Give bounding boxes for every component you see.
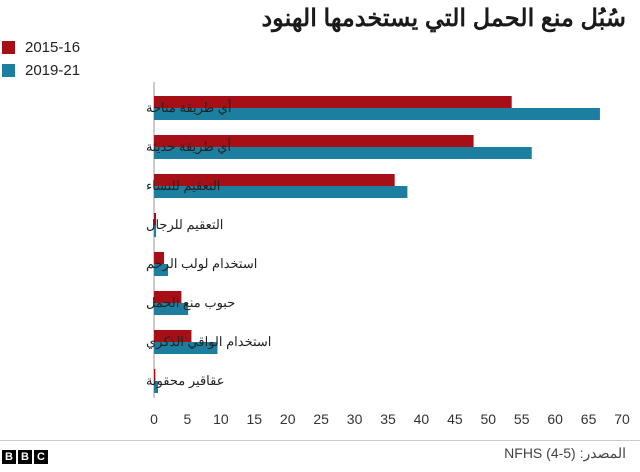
- bbc-logo: B B C: [2, 450, 48, 464]
- bar: [154, 225, 157, 237]
- x-tick-label: 40: [414, 411, 430, 427]
- category-label: عقاقير محقونة: [146, 373, 224, 389]
- bar: [154, 108, 600, 120]
- bar: [154, 381, 159, 393]
- bar: [154, 252, 165, 264]
- category-label: استخدام الواقي الذكري: [146, 334, 271, 350]
- x-tick-label: 25: [313, 411, 329, 427]
- x-tick-label: 70: [614, 411, 630, 427]
- x-tick-label: 60: [547, 411, 563, 427]
- category-label: حبوب منع الحمل: [146, 295, 235, 311]
- category-label: استخدام لولب الرحم: [146, 256, 257, 272]
- legend-label-2019-21: 2019-21: [25, 61, 81, 79]
- x-tick-label: 50: [480, 411, 496, 427]
- bar: [154, 369, 156, 381]
- x-tick-label: 10: [213, 411, 229, 427]
- category-label: أي طريقة متاحة: [146, 99, 232, 116]
- bbc-logo-letter: C: [34, 450, 48, 464]
- legend-swatch-2019-21: [2, 63, 15, 77]
- bar: [154, 186, 408, 198]
- legend-swatch-2015-16: [2, 40, 15, 54]
- bbc-logo-letter: B: [2, 450, 16, 464]
- bar: [154, 213, 157, 225]
- bar: [154, 342, 218, 354]
- bar: [154, 303, 189, 315]
- x-tick-label: 5: [184, 411, 192, 427]
- bar: [154, 291, 182, 303]
- bar: [154, 96, 512, 108]
- bar: [154, 330, 192, 342]
- source-prefix: المصدر:: [579, 445, 626, 461]
- bar: [154, 147, 532, 159]
- legend-item-2015-16: 2015-16: [2, 38, 80, 56]
- bar: [154, 264, 169, 276]
- x-tick-label: 45: [447, 411, 463, 427]
- bar-chart: أي طريقة متاحة أي طريقة حديثة التعقيم للنس…: [146, 82, 630, 427]
- category-label: التعقيم للنساء: [146, 178, 220, 194]
- x-tick-label: 20: [280, 411, 296, 427]
- bar: [154, 135, 474, 147]
- legend-item-2019-21: 2019-21: [2, 61, 80, 79]
- category-label: أي طريقة حديثة: [146, 138, 231, 155]
- chart-title: سُبُل منع الحمل التي يستخدمها الهنود: [261, 5, 626, 32]
- x-tick-label: 65: [581, 411, 597, 427]
- x-tick-label: 55: [514, 411, 530, 427]
- footer-divider: [0, 440, 640, 441]
- x-tick-label: 30: [347, 411, 363, 427]
- bbc-logo-letter: B: [18, 450, 32, 464]
- source-value: NFHS (4-5): [504, 445, 576, 461]
- source-credit: المصدر: NFHS (4-5): [504, 445, 626, 462]
- bar: [154, 174, 395, 186]
- category-label: التعقيم للرجال: [146, 217, 223, 233]
- x-tick-label: 35: [380, 411, 396, 427]
- x-tick-label: 0: [150, 411, 158, 427]
- legend-label-2015-16: 2015-16: [25, 38, 81, 56]
- x-tick-label: 15: [246, 411, 262, 427]
